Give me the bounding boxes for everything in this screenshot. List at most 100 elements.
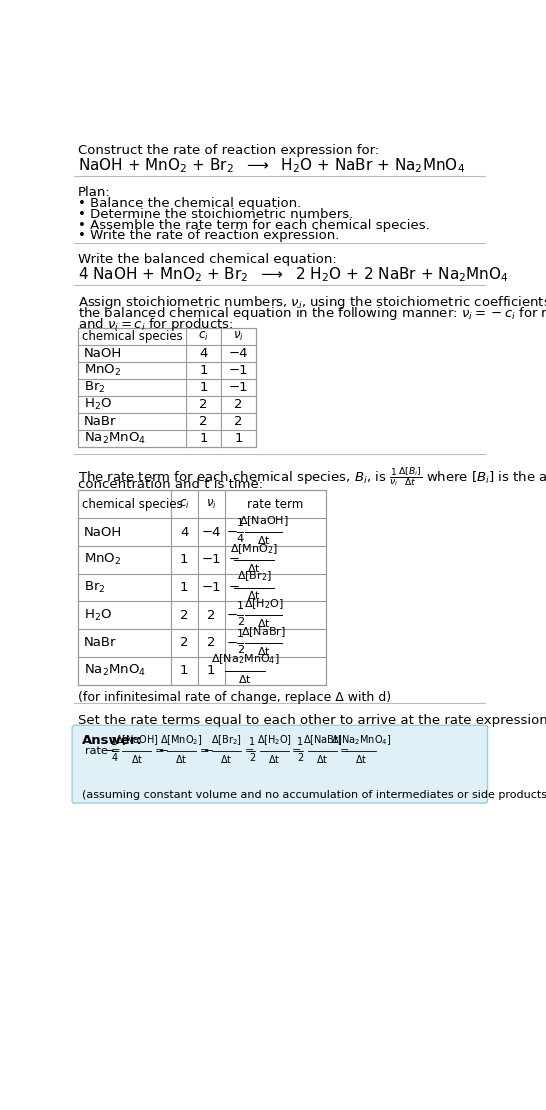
Text: 2: 2 (234, 397, 242, 411)
Text: −: − (204, 744, 214, 757)
Text: MnO$_2$: MnO$_2$ (84, 363, 121, 377)
Text: the balanced chemical equation in the following manner: $\nu_i = -c_i$ for react: the balanced chemical equation in the fo… (78, 305, 546, 322)
Text: −: − (105, 744, 115, 757)
Text: 2: 2 (249, 753, 255, 763)
Text: 2: 2 (237, 617, 244, 627)
Text: −4: −4 (201, 525, 221, 538)
Text: 1: 1 (237, 601, 244, 610)
Text: concentration and t is time:: concentration and t is time: (78, 478, 263, 491)
Bar (78, 491, 325, 685)
Text: Construct the rate of reaction expression for:: Construct the rate of reaction expressio… (78, 144, 379, 157)
Text: 1: 1 (199, 364, 207, 377)
Text: NaOH + MnO$_2$ + Br$_2$  $\longrightarrow$  H$_2$O + NaBr + Na$_2$MnO$_4$: NaOH + MnO$_2$ + Br$_2$ $\longrightarrow… (78, 157, 465, 175)
Text: H$_2$O: H$_2$O (84, 607, 112, 623)
Bar (78, 329, 256, 446)
Text: −1: −1 (201, 581, 221, 594)
Text: 1: 1 (180, 553, 188, 566)
Text: $\Delta$t: $\Delta$t (247, 562, 261, 574)
Text: 4: 4 (180, 525, 188, 538)
Text: $\Delta$t: $\Delta$t (316, 753, 329, 765)
Text: 2: 2 (207, 608, 216, 622)
Text: 2: 2 (199, 397, 207, 411)
Text: −: − (229, 581, 240, 594)
Text: $\Delta$t: $\Delta$t (257, 645, 270, 657)
Text: (assuming constant volume and no accumulation of intermediates or side products): (assuming constant volume and no accumul… (82, 790, 546, 800)
Text: $\nu_i$: $\nu_i$ (206, 497, 217, 511)
Text: 1: 1 (111, 737, 117, 747)
Text: (for infinitesimal rate of change, replace Δ with d): (for infinitesimal rate of change, repla… (78, 690, 391, 704)
Text: 1: 1 (237, 518, 244, 528)
Text: chemical species: chemical species (82, 498, 183, 511)
Text: $\Delta$[Br$_2$]: $\Delta$[Br$_2$] (237, 569, 272, 583)
Text: Na$_2$MnO$_4$: Na$_2$MnO$_4$ (84, 663, 146, 678)
Text: $\nu_i$: $\nu_i$ (233, 330, 244, 343)
Text: Set the rate terms equal to each other to arrive at the rate expression:: Set the rate terms equal to each other t… (78, 714, 546, 727)
Text: $\Delta$[NaBr]: $\Delta$[NaBr] (241, 625, 286, 638)
Text: $\Delta$[H$_2$O]: $\Delta$[H$_2$O] (244, 597, 283, 611)
Text: • Balance the chemical equation.: • Balance the chemical equation. (78, 198, 301, 210)
Text: $\Delta$[MnO$_2$]: $\Delta$[MnO$_2$] (230, 542, 278, 555)
Text: and $\nu_i = c_i$ for products:: and $\nu_i = c_i$ for products: (78, 315, 233, 333)
Text: −1: −1 (201, 553, 221, 566)
Text: Na$_2$MnO$_4$: Na$_2$MnO$_4$ (84, 431, 146, 446)
Text: =: = (340, 746, 349, 756)
Text: 1: 1 (234, 432, 242, 445)
Text: $c_i$: $c_i$ (198, 330, 209, 343)
Text: $\Delta$[NaOH]: $\Delta$[NaOH] (239, 514, 288, 528)
Text: 1: 1 (199, 381, 207, 394)
Text: $\Delta$[NaOH]: $\Delta$[NaOH] (115, 733, 159, 747)
Text: −: − (227, 608, 238, 622)
Text: $\Delta$t: $\Delta$t (257, 617, 270, 629)
Text: $\Delta$t: $\Delta$t (247, 589, 261, 602)
Text: 4: 4 (111, 753, 117, 763)
Text: 1: 1 (207, 664, 216, 677)
Text: 4 NaOH + MnO$_2$ + Br$_2$  $\longrightarrow$  2 H$_2$O + 2 NaBr + Na$_2$MnO$_4$: 4 NaOH + MnO$_2$ + Br$_2$ $\longrightarr… (78, 265, 508, 283)
Text: NaBr: NaBr (84, 415, 116, 427)
Text: 2: 2 (199, 415, 207, 427)
Text: • Determine the stoichiometric numbers.: • Determine the stoichiometric numbers. (78, 208, 353, 221)
Text: $\Delta$t: $\Delta$t (130, 753, 143, 765)
Text: 2: 2 (180, 636, 188, 649)
Text: =: = (155, 746, 164, 756)
Text: −1: −1 (229, 381, 248, 394)
Text: $\Delta$[NaBr]: $\Delta$[NaBr] (302, 733, 342, 747)
Text: 1: 1 (297, 737, 303, 747)
Text: 4: 4 (199, 347, 207, 360)
Text: $c_i$: $c_i$ (179, 497, 189, 511)
Text: NaBr: NaBr (84, 636, 116, 649)
Text: 1: 1 (180, 581, 188, 594)
Text: 2: 2 (237, 645, 244, 655)
Text: • Assemble the rate term for each chemical species.: • Assemble the rate term for each chemic… (78, 219, 429, 232)
Text: Plan:: Plan: (78, 185, 110, 199)
Text: $\Delta$t: $\Delta$t (175, 753, 188, 765)
Text: $\Delta$[Br$_2$]: $\Delta$[Br$_2$] (211, 733, 242, 747)
Text: $\Delta$t: $\Delta$t (238, 673, 252, 685)
Text: $\Delta$[Na$_2$MnO$_4$]: $\Delta$[Na$_2$MnO$_4$] (331, 733, 391, 747)
Text: • Write the rate of reaction expression.: • Write the rate of reaction expression. (78, 230, 339, 242)
Text: MnO$_2$: MnO$_2$ (84, 553, 121, 567)
Text: chemical species: chemical species (82, 330, 183, 343)
Text: 1: 1 (249, 737, 255, 747)
Text: $\Delta$[Na$_2$MnO$_4$]: $\Delta$[Na$_2$MnO$_4$] (211, 653, 279, 666)
Text: 2: 2 (207, 636, 216, 649)
Text: 1: 1 (237, 628, 244, 638)
Text: The rate term for each chemical species, $B_i$, is $\frac{1}{\nu_i}\frac{\Delta[: The rate term for each chemical species,… (78, 465, 546, 488)
Text: =: = (244, 746, 254, 756)
Text: rate term: rate term (247, 498, 303, 511)
Text: =: = (292, 746, 302, 756)
Text: Write the balanced chemical equation:: Write the balanced chemical equation: (78, 253, 336, 265)
Text: 4: 4 (237, 534, 244, 544)
Text: rate =: rate = (85, 746, 121, 756)
Text: Br$_2$: Br$_2$ (84, 380, 105, 395)
Text: Br$_2$: Br$_2$ (84, 579, 105, 595)
Text: 2: 2 (180, 608, 188, 622)
Text: $\Delta$t: $\Delta$t (257, 534, 270, 546)
Text: −: − (227, 636, 238, 649)
Text: NaOH: NaOH (84, 525, 122, 538)
Text: NaOH: NaOH (84, 347, 122, 360)
Text: −: − (229, 553, 240, 566)
Text: Answer:: Answer: (82, 734, 143, 747)
Text: −4: −4 (229, 347, 248, 360)
Text: 1: 1 (180, 664, 188, 677)
Text: −: − (159, 744, 169, 757)
